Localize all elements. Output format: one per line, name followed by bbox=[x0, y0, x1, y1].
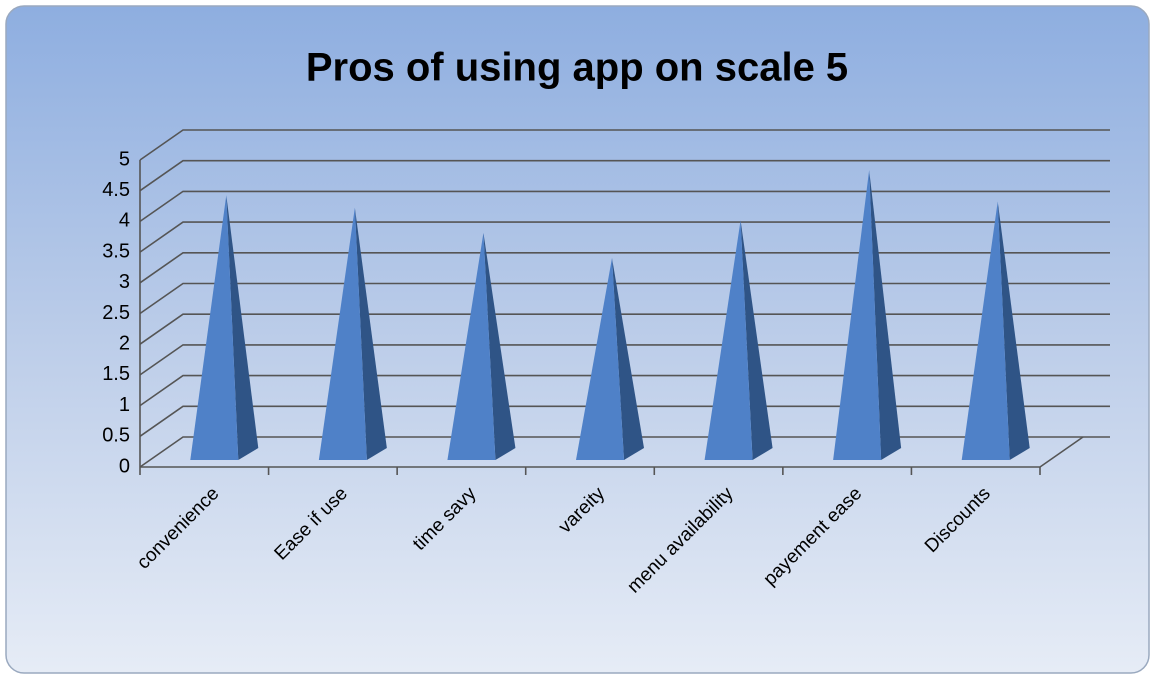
y-tick-label: 3 bbox=[119, 271, 130, 293]
grid-line bbox=[139, 313, 1110, 345]
chart-background bbox=[5, 5, 1150, 674]
pyramid bbox=[318, 207, 367, 460]
chart-title: Pros of using app on scale 5 bbox=[306, 46, 848, 90]
y-tick-label: 2.5 bbox=[102, 302, 130, 324]
grid-line bbox=[139, 374, 1110, 407]
pyramid-side bbox=[354, 207, 387, 460]
pyramid-side bbox=[483, 232, 516, 460]
grid-line bbox=[139, 190, 1110, 223]
grid-line bbox=[139, 129, 1110, 161]
grid-line bbox=[139, 221, 1110, 253]
pyramid bbox=[704, 220, 753, 460]
pyramid bbox=[447, 232, 496, 460]
pyramid-side bbox=[997, 201, 1030, 460]
y-tick-label: 4 bbox=[119, 210, 130, 232]
y-tick-label: 1.5 bbox=[102, 363, 130, 385]
pyramid-side bbox=[740, 220, 773, 460]
grid-line bbox=[139, 405, 1110, 437]
pyramid bbox=[576, 258, 624, 460]
pyramid-side bbox=[612, 258, 644, 460]
pyramid-side bbox=[869, 170, 902, 460]
pyramid bbox=[190, 195, 239, 461]
grid-line bbox=[139, 436, 1110, 468]
grid-line bbox=[139, 344, 1110, 376]
pyramid-side bbox=[226, 195, 259, 461]
grid-line bbox=[139, 282, 1110, 315]
y-tick-label: 2 bbox=[119, 332, 130, 354]
grid-line bbox=[139, 159, 1110, 192]
y-tick-label: 1 bbox=[119, 394, 130, 416]
pyramid bbox=[961, 201, 1010, 460]
grid-line bbox=[139, 252, 1110, 284]
y-tick-label: 5 bbox=[119, 148, 130, 170]
y-tick-label: 0.5 bbox=[102, 425, 130, 447]
y-tick-label: 0 bbox=[119, 455, 130, 477]
y-tick-label: 3.5 bbox=[102, 240, 130, 262]
y-tick-label: 4.5 bbox=[102, 179, 130, 201]
pyramid bbox=[833, 170, 882, 460]
